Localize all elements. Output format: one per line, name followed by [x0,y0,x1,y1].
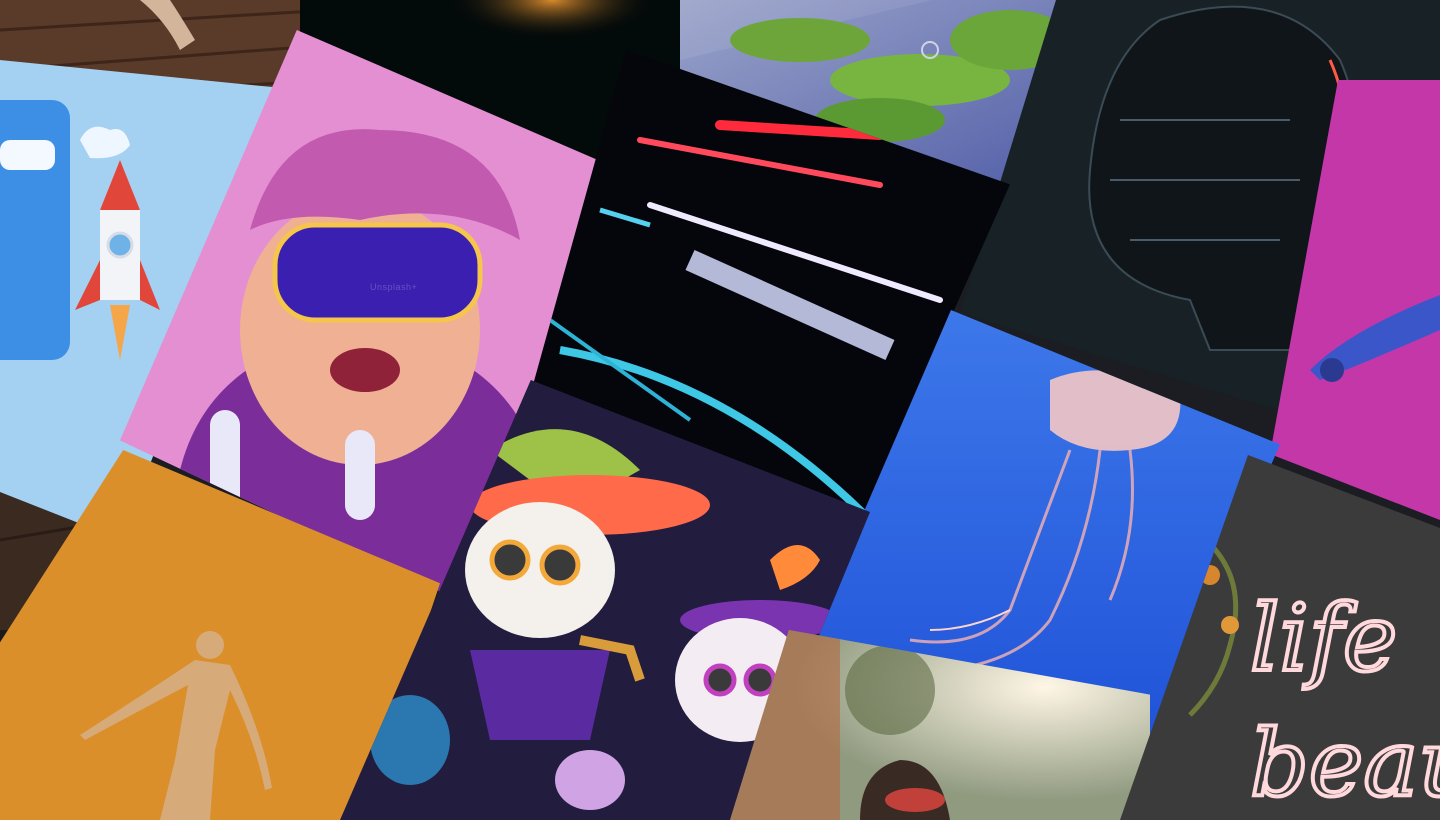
tile-circuit-head [960,0,1440,460]
neon-sign-line1: life [1250,585,1397,692]
neon-sign-line2: beaut [1250,710,1440,817]
watermark-text: Unsplash+ [370,282,417,292]
